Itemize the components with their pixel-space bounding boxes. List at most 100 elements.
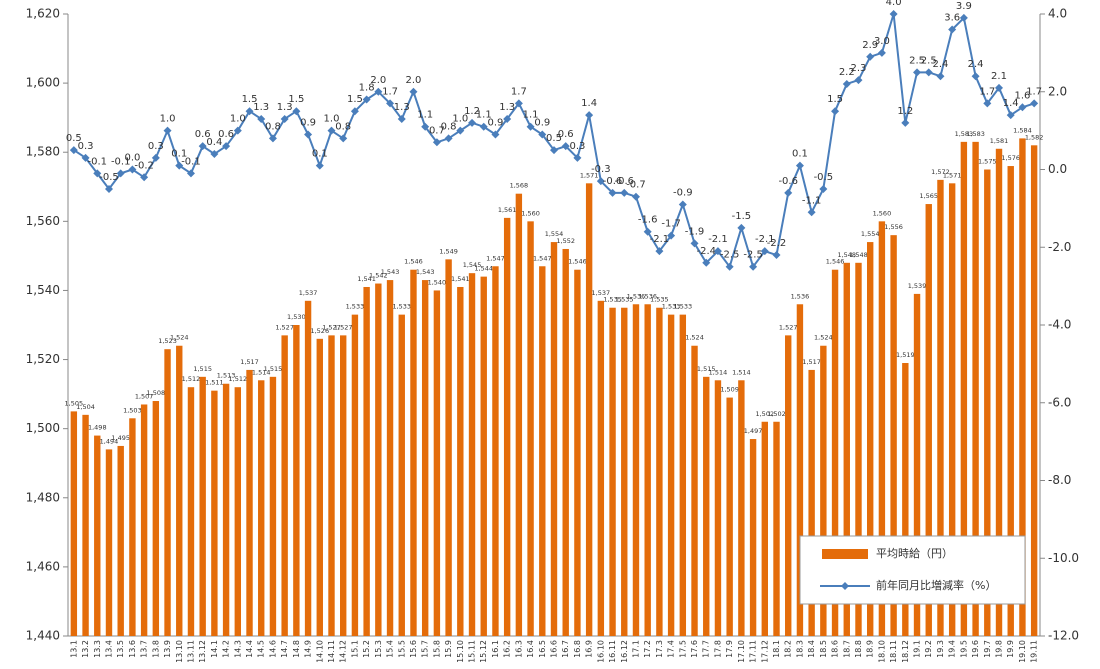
line-marker (749, 262, 758, 271)
x-tick-label: 16.5 (538, 640, 547, 658)
bar-label: 1,546 (826, 258, 845, 266)
bar-label: 1,512 (182, 375, 201, 383)
bar-label: 1,524 (814, 334, 833, 342)
x-tick-label: 17.8 (713, 640, 722, 658)
bar (714, 380, 722, 636)
bar-label: 1,575 (978, 158, 997, 166)
x-tick-label: 19.1 (913, 640, 922, 658)
bar-label: 1,505 (65, 399, 84, 407)
y-tick-label: 1,540 (26, 283, 60, 297)
bar-label: 1,549 (439, 247, 458, 255)
y2-tick-label: -10.0 (1048, 551, 1079, 565)
x-tick-label: 13.12 (198, 640, 207, 663)
bar-label: 1,543 (381, 268, 400, 276)
bar-label: 1,514 (252, 368, 271, 376)
x-tick-label: 17.5 (678, 640, 687, 658)
line-marker (702, 258, 711, 267)
bar-label: 1,507 (135, 392, 154, 400)
x-tick-label: 17.3 (655, 640, 664, 658)
bar-label: 1,494 (100, 437, 119, 445)
line-marker (397, 114, 406, 123)
bar-label: 1,540 (428, 278, 447, 286)
bar-label: 1,581 (990, 137, 1009, 145)
x-tick-label: 18.6 (831, 640, 840, 658)
line-label: 0.9 (300, 118, 316, 129)
line-label: 1.6 (1014, 90, 1030, 101)
bar (269, 376, 277, 636)
x-tick-label: 13.1 (69, 640, 78, 658)
line-label: 2.0 (406, 75, 422, 86)
bar (421, 280, 429, 636)
y2-tick-label: -4.0 (1048, 318, 1071, 332)
bar-label: 1,512 (229, 375, 248, 383)
x-tick-label: 19.11 (1030, 640, 1039, 663)
line-label: -1.5 (732, 211, 752, 222)
bar (211, 390, 218, 636)
bar-label: 1,556 (884, 223, 903, 231)
bar (234, 387, 242, 636)
line-marker (526, 122, 535, 131)
line-marker (245, 107, 254, 116)
bar-label: 1,537 (592, 289, 611, 297)
bar (749, 439, 757, 636)
line-label: 1.2 (897, 106, 913, 117)
bar (679, 314, 687, 636)
x-tick-label: 16.11 (608, 640, 617, 663)
line-marker (514, 99, 523, 108)
bar (808, 369, 815, 636)
bar (129, 418, 136, 636)
line-marker (573, 153, 582, 162)
line-label: 1.7 (511, 86, 527, 97)
y2-tick-label: 0.0 (1048, 162, 1067, 176)
bar (316, 338, 323, 636)
bar (773, 421, 780, 636)
line-marker (983, 99, 992, 108)
bar (667, 314, 675, 636)
line-label: -2.2 (767, 238, 787, 249)
bar-label: 1,583 (955, 130, 974, 138)
bar-label: 1,537 (299, 289, 318, 297)
bar-label: 1,527 (779, 323, 798, 331)
x-tick-label: 18.5 (819, 640, 828, 658)
line-label: 3.0 (874, 36, 890, 47)
line-marker (831, 107, 840, 116)
x-tick-label: 13.4 (104, 640, 113, 658)
line-label: 0.8 (441, 121, 457, 132)
line-marker (151, 153, 160, 162)
line-marker (140, 173, 149, 182)
line-label: -1.7 (661, 219, 681, 230)
line-marker (69, 146, 78, 155)
x-tick-label: 17.4 (667, 640, 676, 658)
bar-label: 1,524 (685, 334, 704, 342)
x-tick-label: 19.6 (971, 640, 980, 658)
line-marker (807, 208, 816, 217)
bar-label: 1,576 (1001, 154, 1020, 162)
line-label: -0.2 (134, 160, 154, 171)
x-tick-label: 15.9 (444, 640, 453, 658)
bar (281, 335, 288, 636)
bar-label: 1,497 (744, 427, 763, 435)
x-tick-label: 13.11 (186, 640, 195, 663)
bar (866, 242, 874, 637)
bar (574, 269, 581, 636)
line-marker (795, 161, 804, 170)
legend-label: 前年同月比増減率（%） (876, 578, 996, 592)
bar (843, 262, 850, 636)
line-label: -0.7 (626, 180, 646, 191)
line-marker (655, 247, 664, 256)
y-tick-label: 1,500 (26, 421, 60, 435)
bar-label: 1,530 (287, 313, 306, 321)
line-label: 3.6 (944, 13, 960, 24)
line-label: 1.8 (359, 83, 375, 94)
bar (222, 383, 230, 636)
bar (304, 300, 312, 636)
x-tick-label: 19.5 (959, 640, 968, 658)
bar (761, 421, 768, 636)
bar-label: 1,568 (510, 182, 529, 190)
line-marker (468, 118, 477, 127)
line-marker (163, 126, 172, 135)
x-tick-label: 13.2 (81, 640, 90, 658)
line-marker (186, 169, 195, 178)
bar (890, 235, 897, 636)
x-tick-label: 16.12 (620, 640, 629, 663)
